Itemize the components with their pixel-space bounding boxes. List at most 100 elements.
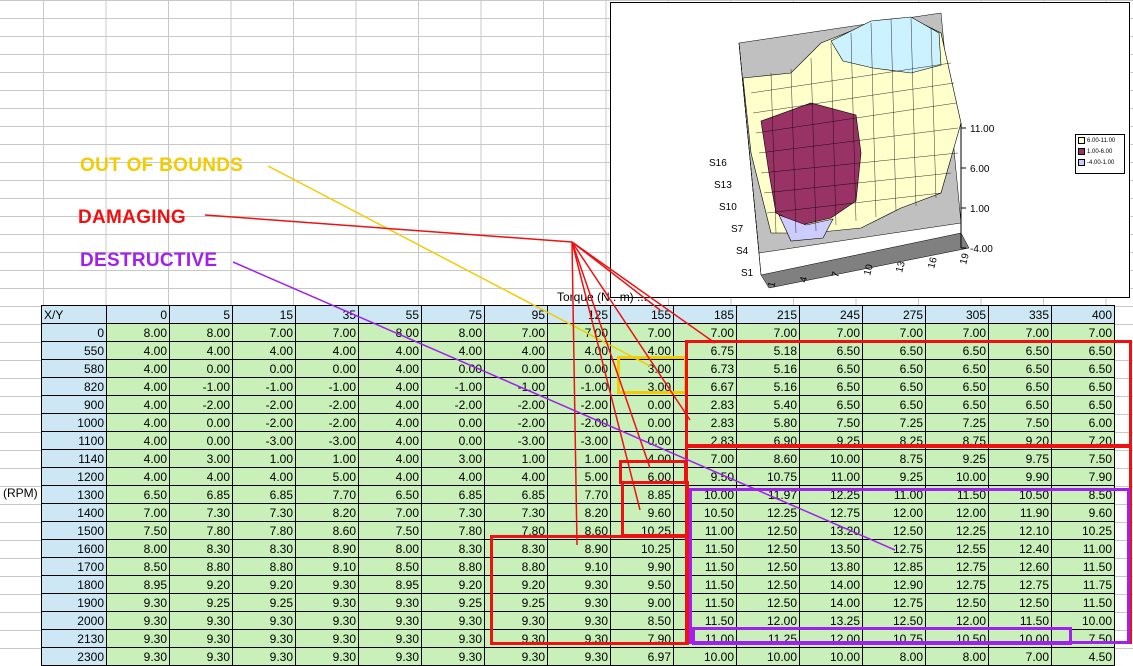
table-cell[interactable]: 9.30 <box>358 611 422 630</box>
table-cell[interactable]: 7.50 <box>799 413 863 432</box>
table-cell[interactable]: 0.00 <box>232 359 296 378</box>
table-cell[interactable]: 8.00 <box>358 323 422 342</box>
table-cell[interactable]: -2.00 <box>421 395 485 414</box>
table-cell[interactable]: 7.30 <box>421 503 485 522</box>
table-cell[interactable]: 9.30 <box>106 593 170 612</box>
table-cell[interactable]: 10.25 <box>610 539 674 558</box>
table-cell[interactable]: 12.75 <box>799 503 863 522</box>
table-cell[interactable]: 1.00 <box>484 449 548 468</box>
table-cell[interactable]: 14.00 <box>799 575 863 594</box>
table-cell[interactable]: 8.00 <box>169 323 233 342</box>
table-cell[interactable]: 9.10 <box>295 557 359 576</box>
table-cell[interactable]: 7.80 <box>169 521 233 540</box>
column-header[interactable]: 275 <box>862 305 926 324</box>
table-cell[interactable]: 8.60 <box>295 521 359 540</box>
table-cell[interactable]: 0.00 <box>421 413 485 432</box>
table-cell[interactable]: 4.00 <box>169 341 233 360</box>
table-cell[interactable]: 9.20 <box>232 575 296 594</box>
table-cell[interactable]: 4.00 <box>547 341 611 360</box>
table-cell[interactable]: 9.30 <box>295 575 359 594</box>
table-cell[interactable]: 9.30 <box>421 647 485 666</box>
table-cell[interactable]: 1.00 <box>295 449 359 468</box>
column-header[interactable]: 245 <box>799 305 863 324</box>
table-cell[interactable]: 12.85 <box>862 557 926 576</box>
table-cell[interactable]: 12.00 <box>736 611 800 630</box>
table-cell[interactable]: 6.50 <box>106 485 170 504</box>
table-cell[interactable]: 0.00 <box>169 413 233 432</box>
table-cell[interactable]: 4.00 <box>610 341 674 360</box>
column-header[interactable]: 305 <box>925 305 989 324</box>
table-cell[interactable]: 12.00 <box>925 611 989 630</box>
table-cell[interactable]: 6.67 <box>673 377 737 396</box>
table-cell[interactable]: 8.00 <box>358 539 422 558</box>
row-header[interactable]: 820 <box>41 377 107 396</box>
table-cell[interactable]: 4.00 <box>106 467 170 486</box>
table-cell[interactable]: 9.25 <box>232 593 296 612</box>
table-cell[interactable]: 9.30 <box>484 647 548 666</box>
table-cell[interactable]: 11.00 <box>799 467 863 486</box>
table-cell[interactable]: 4.00 <box>358 413 422 432</box>
torque-rpm-table[interactable]: X/Y 0 5 15 35 55 75 95 125 155 185 215 245 275 305 335 4… <box>41 305 1115 666</box>
table-cell[interactable]: -2.00 <box>232 413 296 432</box>
table-cell[interactable]: -3.00 <box>232 431 296 450</box>
table-cell[interactable]: 1.00 <box>547 449 611 468</box>
chart-legend[interactable]: 6.00-11.00 1.00-6.00 -4.00-1.00 <box>1075 134 1125 174</box>
table-cell[interactable]: 4.00 <box>421 467 485 486</box>
row-header[interactable]: 1100 <box>41 431 107 450</box>
table-cell[interactable]: 9.75 <box>988 449 1052 468</box>
table-cell[interactable]: 6.85 <box>169 485 233 504</box>
table-cell[interactable]: -1.00 <box>547 377 611 396</box>
row-header[interactable]: 1300 <box>41 485 107 504</box>
table-cell[interactable]: 10.25 <box>1051 521 1115 540</box>
table-cell[interactable]: 9.30 <box>106 629 170 648</box>
table-cell[interactable]: 8.30 <box>232 539 296 558</box>
table-cell[interactable]: 5.18 <box>736 341 800 360</box>
table-cell[interactable]: 7.00 <box>925 323 989 342</box>
table-cell[interactable]: 6.85 <box>484 485 548 504</box>
table-cell[interactable]: 6.50 <box>925 377 989 396</box>
table-cell[interactable]: 9.30 <box>547 575 611 594</box>
table-cell[interactable]: 9.90 <box>988 467 1052 486</box>
table-cell[interactable]: 9.25 <box>862 467 926 486</box>
column-header[interactable]: 95 <box>484 305 548 324</box>
table-cell[interactable]: 0.00 <box>484 359 548 378</box>
table-cell[interactable]: 9.60 <box>610 503 674 522</box>
table-cell[interactable]: 6.85 <box>232 485 296 504</box>
table-cell[interactable]: 9.30 <box>547 593 611 612</box>
row-header[interactable]: 1400 <box>41 503 107 522</box>
column-header[interactable]: 15 <box>232 305 296 324</box>
table-cell[interactable]: 10.00 <box>799 647 863 666</box>
table-cell[interactable]: 11.90 <box>988 503 1052 522</box>
table-cell[interactable]: 12.00 <box>862 503 926 522</box>
table-cell[interactable]: 9.30 <box>169 629 233 648</box>
table-cell[interactable]: 12.90 <box>862 575 926 594</box>
table-cell[interactable]: 9.30 <box>169 611 233 630</box>
table-cell[interactable]: 5.00 <box>547 467 611 486</box>
table-cell[interactable]: 4.00 <box>106 359 170 378</box>
table-cell[interactable]: 7.00 <box>988 323 1052 342</box>
table-cell[interactable]: 7.50 <box>106 521 170 540</box>
table-cell[interactable]: 8.50 <box>358 557 422 576</box>
table-cell[interactable]: 9.25 <box>925 449 989 468</box>
table-cell[interactable]: 7.50 <box>1051 449 1115 468</box>
table-cell[interactable]: 9.30 <box>421 611 485 630</box>
row-header[interactable]: 1700 <box>41 557 107 576</box>
table-cell[interactable]: 8.95 <box>358 575 422 594</box>
row-header[interactable]: 1500 <box>41 521 107 540</box>
table-cell[interactable]: -1.00 <box>421 377 485 396</box>
table-cell[interactable]: 6.50 <box>988 377 1052 396</box>
table-cell[interactable]: -3.00 <box>547 431 611 450</box>
table-cell[interactable]: 0.00 <box>547 359 611 378</box>
table-cell[interactable]: 7.00 <box>610 323 674 342</box>
table-cell[interactable]: 0.00 <box>169 359 233 378</box>
table-cell[interactable]: 6.50 <box>988 359 1052 378</box>
table-cell[interactable]: 7.80 <box>421 521 485 540</box>
table-cell[interactable]: 7.00 <box>232 323 296 342</box>
table-cell[interactable]: 8.20 <box>295 503 359 522</box>
table-cell[interactable]: 8.00 <box>421 323 485 342</box>
table-cell[interactable]: 9.20 <box>421 575 485 594</box>
table-cell[interactable]: 12.60 <box>988 557 1052 576</box>
table-cell[interactable]: 6.73 <box>673 359 737 378</box>
table-cell[interactable]: 9.30 <box>358 647 422 666</box>
table-cell[interactable]: 6.50 <box>925 359 989 378</box>
